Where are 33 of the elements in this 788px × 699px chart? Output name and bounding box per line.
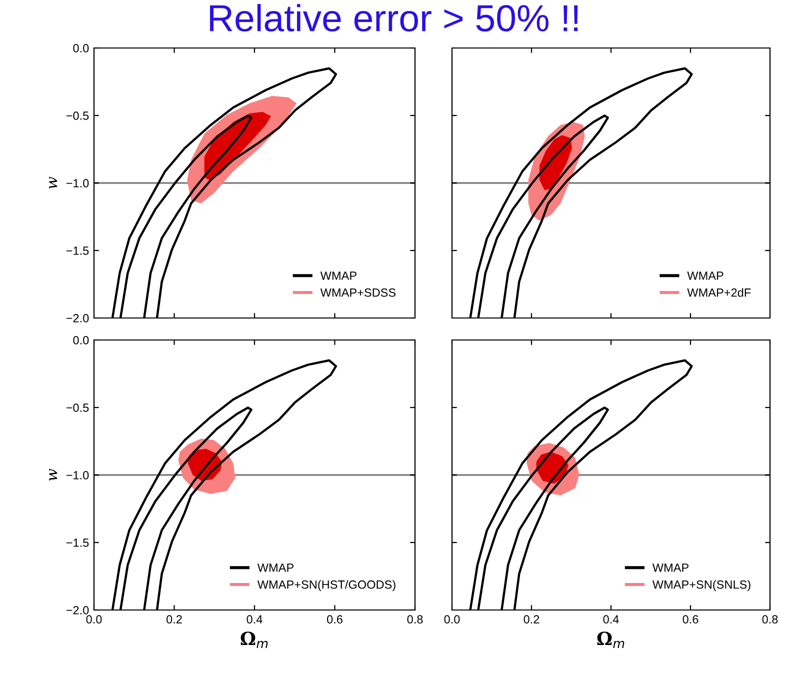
legend-label: WMAP — [257, 564, 294, 572]
legend-label: WMAP+SDSS — [320, 288, 396, 297]
x-tick-label: 0.6 — [327, 615, 342, 624]
legend-label: WMAP+2dF — [687, 288, 751, 297]
y-tick-label: 0.0 — [73, 336, 89, 344]
x-tick-label: 0.0 — [444, 615, 460, 624]
legend-label: WMAP — [652, 564, 688, 572]
y-tick-label: −0.5 — [66, 112, 89, 120]
legend-label: WMAP — [320, 272, 356, 280]
y-axis-title: w — [49, 468, 58, 481]
x-axis-title: Ω$_{m}$ — [597, 632, 624, 648]
y-tick-label: −1.0 — [66, 179, 89, 188]
y-tick-label: −1.5 — [66, 246, 89, 255]
y-tick-label: −1.5 — [66, 538, 89, 547]
y-tick-label: 0.0 — [73, 44, 89, 52]
x-tick-label: 0.4 — [246, 615, 262, 624]
y-tick-label: −1.0 — [66, 471, 89, 480]
x-tick-label: 0.8 — [762, 615, 778, 624]
x-tick-label: 0.0 — [86, 615, 102, 624]
x-tick-label: 0.8 — [407, 615, 423, 624]
text: Relative error > 50% !! — [210, 4, 578, 32]
x-tick-label: 0.6 — [682, 615, 698, 624]
legend-label: WMAP+SN(HST/GOODS) — [257, 580, 396, 592]
x-tick-label: 0.4 — [603, 615, 619, 624]
y-tick-label: −2.0 — [66, 606, 89, 614]
y-tick-label: −2.0 — [66, 314, 89, 322]
legend-label: WMAP — [687, 272, 724, 280]
y-axis-title: w — [49, 176, 58, 189]
y-tick-label: −0.5 — [66, 404, 89, 412]
x-axis-title: Ω$_{m}$ — [240, 632, 268, 648]
x-tick-label: 0.2 — [166, 615, 182, 624]
x-tick-label: 0.2 — [524, 615, 540, 624]
legend-label: WMAP+SN(SNLS) — [652, 580, 750, 592]
